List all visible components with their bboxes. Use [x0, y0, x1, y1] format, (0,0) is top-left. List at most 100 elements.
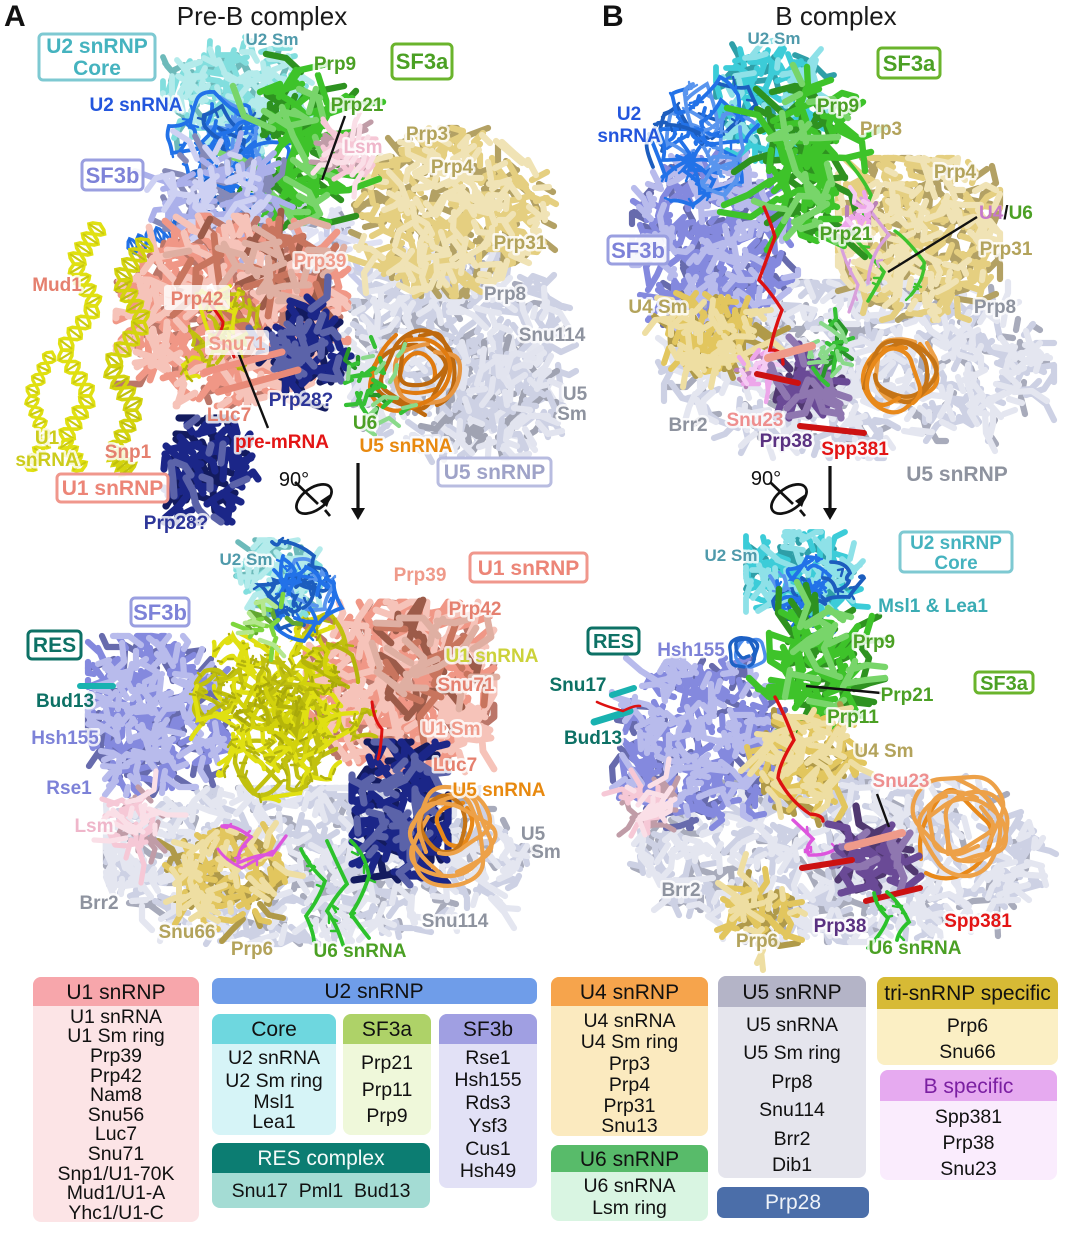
svg-text:Snu23: Snu23 [872, 771, 929, 792]
svg-text:U5 snRNA: U5 snRNA [360, 436, 453, 457]
svg-text:U2: U2 [617, 104, 641, 125]
svg-text:Prp28?: Prp28? [144, 513, 208, 534]
svg-text:U5 snRNA: U5 snRNA [746, 1014, 838, 1036]
svg-text:Prp21: Prp21 [820, 224, 873, 245]
svg-text:Bud13: Bud13 [564, 728, 622, 749]
svg-text:U5 Sm ring: U5 Sm ring [743, 1042, 841, 1064]
svg-text:Ysf3: Ysf3 [468, 1115, 507, 1137]
svg-text:Hsh155: Hsh155 [454, 1069, 521, 1091]
svg-text:Sm: Sm [531, 842, 561, 863]
svg-text:Prp31: Prp31 [494, 233, 547, 254]
svg-text:Msl1 & Lea1: Msl1 & Lea1 [878, 596, 988, 617]
svg-text:Prp39: Prp39 [394, 565, 447, 586]
svg-text:Lsm: Lsm [343, 137, 382, 158]
svg-text:Brr2: Brr2 [79, 893, 118, 914]
svg-text:Prp38: Prp38 [942, 1132, 994, 1154]
svg-text:Luc7: Luc7 [95, 1123, 137, 1145]
svg-text:Prp6: Prp6 [231, 939, 273, 960]
svg-text:Prp28?: Prp28? [269, 390, 333, 411]
svg-text:Prp6: Prp6 [947, 1015, 988, 1037]
svg-text:Prp21: Prp21 [881, 685, 934, 706]
svg-text:SF3b: SF3b [86, 163, 140, 188]
svg-text:Snu56: Snu56 [88, 1104, 144, 1126]
svg-text:Msl1: Msl1 [253, 1091, 294, 1113]
svg-text:Rds3: Rds3 [465, 1092, 511, 1114]
svg-text:Spp381: Spp381 [821, 439, 889, 460]
svg-text:U1 Sm: U1 Sm [421, 719, 480, 740]
svg-text:Bud13: Bud13 [564, 728, 622, 749]
svg-text:U1 snRNA: U1 snRNA [446, 646, 539, 667]
svg-text:Prp38: Prp38 [814, 916, 867, 937]
svg-text:Prp9: Prp9 [314, 54, 356, 75]
svg-text:Bud13: Bud13 [36, 691, 94, 712]
svg-text:Brr2: Brr2 [661, 880, 700, 901]
svg-text:Prp3: Prp3 [406, 124, 448, 145]
svg-text:Lea1: Lea1 [252, 1111, 295, 1133]
svg-text:Prp6: Prp6 [736, 931, 778, 952]
svg-text:Prp28?: Prp28? [144, 513, 208, 534]
svg-text:U2 Sm: U2 Sm [220, 550, 273, 569]
svg-text:Snu114: Snu114 [759, 1099, 825, 1121]
svg-text:Core: Core [251, 1018, 297, 1041]
svg-text:U2 Sm: U2 Sm [705, 546, 758, 565]
svg-text:U2 snRNP: U2 snRNP [46, 35, 148, 58]
svg-text:Nam8: Nam8 [90, 1084, 142, 1106]
svg-text:Prp42: Prp42 [171, 289, 224, 310]
svg-text:Lsm: Lsm [74, 816, 113, 837]
svg-text:U5: U5 [521, 824, 546, 845]
svg-text:U2 Sm: U2 Sm [748, 29, 801, 48]
svg-text:Luc7: Luc7 [207, 405, 251, 426]
svg-text:U1 snRNA: U1 snRNA [446, 646, 539, 667]
svg-text:Prp4: Prp4 [431, 157, 474, 178]
svg-text:B: B [602, 0, 624, 33]
svg-text:B complex: B complex [775, 1, 896, 31]
svg-text:Sm: Sm [557, 404, 587, 425]
svg-text:Snu66: Snu66 [158, 922, 215, 943]
svg-text:RES: RES [33, 634, 76, 657]
svg-text:Spp381: Spp381 [821, 439, 889, 460]
svg-text:snRNA: snRNA [15, 450, 79, 471]
svg-text:A: A [4, 0, 26, 33]
svg-text:B specific: B specific [924, 1075, 1014, 1098]
svg-text:U2 snRNP: U2 snRNP [324, 980, 423, 1003]
svg-text:Prp8: Prp8 [484, 284, 526, 305]
svg-text:Spp381: Spp381 [944, 911, 1012, 932]
svg-text:U6: U6 [353, 413, 377, 434]
svg-text:Snu114: Snu114 [519, 325, 586, 346]
svg-text:U5 snRNP: U5 snRNP [906, 463, 1008, 486]
svg-text:Prp21: Prp21 [361, 1052, 413, 1074]
svg-text:Hsh155: Hsh155 [31, 728, 99, 749]
svg-text:Prp3: Prp3 [860, 119, 902, 140]
svg-text:U4 Sm: U4 Sm [854, 741, 913, 762]
svg-text:U4/U6: U4/U6 [979, 203, 1033, 224]
svg-text:Prp3: Prp3 [609, 1053, 650, 1075]
svg-text:Brr2: Brr2 [668, 415, 707, 436]
svg-text:Snu114: Snu114 [519, 325, 586, 346]
svg-text:Lsm ring: Lsm ring [592, 1197, 667, 1219]
svg-text:Prp8: Prp8 [974, 297, 1016, 318]
svg-text:Spp381: Spp381 [935, 1106, 1002, 1128]
svg-text:U5 snRNA: U5 snRNA [360, 436, 453, 457]
svg-text:Hsh49: Hsh49 [460, 1160, 516, 1182]
svg-text:Prp11: Prp11 [362, 1079, 413, 1101]
svg-text:U4 snRNP: U4 snRNP [580, 981, 679, 1004]
svg-text:Prp38: Prp38 [760, 431, 813, 452]
svg-text:Snu71: Snu71 [437, 675, 494, 696]
svg-text:Prp8: Prp8 [484, 284, 526, 305]
svg-text:Prp39: Prp39 [90, 1045, 142, 1067]
svg-text:U5 snRNP: U5 snRNP [742, 981, 841, 1004]
svg-text:U6 snRNA: U6 snRNA [869, 938, 962, 959]
svg-text:Prp9: Prp9 [853, 632, 895, 653]
svg-text:Snu13: Snu13 [601, 1115, 657, 1137]
svg-text:Prp9: Prp9 [817, 96, 859, 117]
svg-text:U2 Sm: U2 Sm [246, 30, 299, 49]
svg-text:U6 snRNA: U6 snRNA [583, 1175, 675, 1197]
svg-text:Prp42: Prp42 [449, 599, 502, 620]
svg-text:Snu23: Snu23 [872, 771, 929, 792]
svg-text:U2 Sm: U2 Sm [748, 29, 801, 48]
svg-text:tri-snRNP specific: tri-snRNP specific [884, 982, 1050, 1005]
svg-text:U6 snRNA: U6 snRNA [314, 941, 407, 962]
svg-text:U5: U5 [521, 824, 546, 845]
svg-text:Prp38: Prp38 [814, 916, 867, 937]
svg-text:Prp42: Prp42 [90, 1065, 142, 1087]
